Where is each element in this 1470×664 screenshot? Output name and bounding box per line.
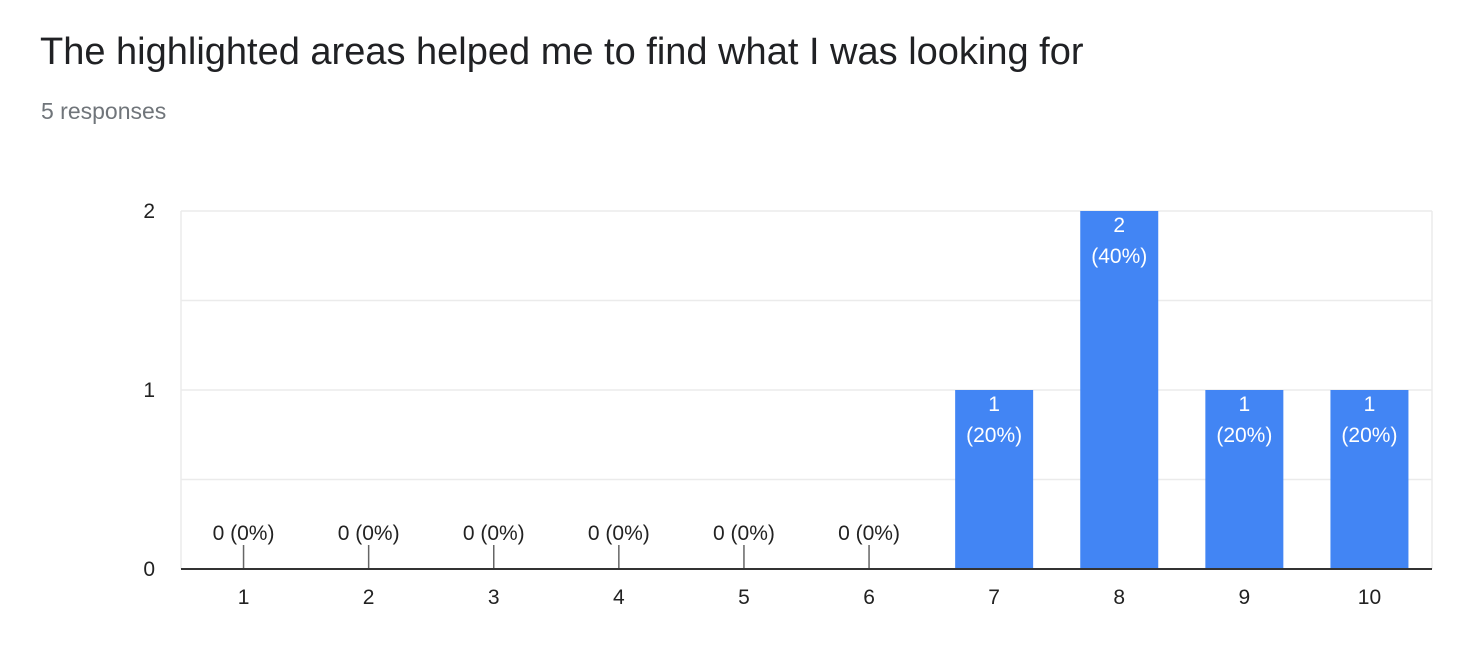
x-tick-label: 8 bbox=[1113, 586, 1125, 609]
x-tick-label: 6 bbox=[863, 586, 875, 609]
axis-layer: 0 1 2 1 2 3 4 5 6 7 8 9 10 bbox=[143, 200, 1432, 609]
bar-value-label: 2 bbox=[1113, 214, 1125, 237]
x-tick-label: 10 bbox=[1358, 586, 1381, 609]
x-tick-label: 2 bbox=[363, 586, 375, 609]
bar-value-label: 0 (0%) bbox=[838, 522, 900, 545]
bar-value-label: 0 (0%) bbox=[463, 522, 525, 545]
y-tick-label: 2 bbox=[143, 200, 155, 223]
x-tick-label: 4 bbox=[613, 586, 625, 609]
chart-title: The highlighted areas helped me to find … bbox=[40, 31, 1084, 73]
bar-value-label: 0 (0%) bbox=[588, 522, 650, 545]
bar-value-label: 1 bbox=[1239, 393, 1251, 416]
bar bbox=[955, 390, 1034, 569]
bar-layer bbox=[242, 211, 1409, 569]
bar-value-label: 1 bbox=[1364, 393, 1376, 416]
label-layer: 0 (0%) 0 (0%) 0 (0%) 0 (0%) 0 (0%) 0 (0%) 1 (20… bbox=[213, 214, 1398, 545]
x-tick-label: 5 bbox=[738, 586, 750, 609]
bar bbox=[1330, 390, 1409, 569]
x-tick-label: 1 bbox=[238, 586, 250, 609]
bar-percent-label: (40%) bbox=[1091, 245, 1147, 268]
x-tick-label: 3 bbox=[488, 586, 500, 609]
bar-value-label: 0 (0%) bbox=[338, 522, 400, 545]
bar-value-label: 0 (0%) bbox=[713, 522, 775, 545]
bar-percent-label: (20%) bbox=[966, 424, 1022, 447]
bar-value-label: 1 bbox=[988, 393, 1000, 416]
bar bbox=[1080, 211, 1159, 569]
y-tick-label: 1 bbox=[143, 379, 155, 402]
x-tick-label: 7 bbox=[988, 586, 1000, 609]
y-tick-label: 0 bbox=[143, 558, 155, 581]
bar-value-label: 0 (0%) bbox=[213, 522, 275, 545]
bar bbox=[1205, 390, 1284, 569]
x-tick-label: 9 bbox=[1239, 586, 1251, 609]
bar-percent-label: (20%) bbox=[1341, 424, 1397, 447]
bar-percent-label: (20%) bbox=[1216, 424, 1272, 447]
response-count: 5 responses bbox=[41, 98, 167, 124]
